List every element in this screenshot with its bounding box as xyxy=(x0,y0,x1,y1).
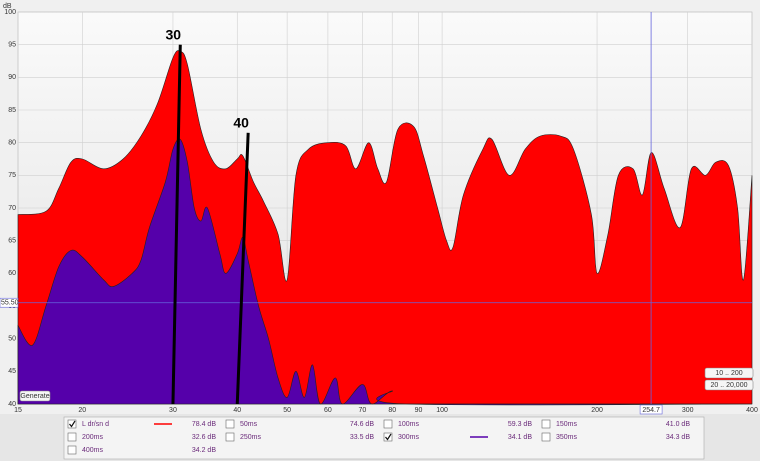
button-label[interactable]: 10 .. 200 xyxy=(715,370,742,377)
y-tick-label: 70 xyxy=(8,205,16,212)
y-tick-label: 75 xyxy=(8,172,16,179)
x-tick-label: 60 xyxy=(324,407,332,414)
button[interactable] xyxy=(704,379,754,391)
check-mark xyxy=(69,420,76,428)
checkbox[interactable] xyxy=(67,432,77,442)
legend-reading: 74.6 dB xyxy=(350,421,374,428)
legend-reading: 34.3 dB xyxy=(666,434,690,441)
legend-reading: 34.1 dB xyxy=(508,434,532,441)
cursor-x-label: 254.7 xyxy=(642,407,660,414)
legend-reading: 59.3 dB xyxy=(508,421,532,428)
cursor-y-label: 55.50 xyxy=(1,300,19,307)
x-tick-label: 15 xyxy=(14,407,22,414)
check-mark xyxy=(385,433,392,441)
legend-name: 350ms xyxy=(556,434,578,441)
checkbox[interactable] xyxy=(67,419,77,429)
legend-name: 300ms xyxy=(398,434,420,441)
annotation-label: 30 xyxy=(165,26,181,42)
x-tick-label: 30 xyxy=(169,407,177,414)
checkbox[interactable] xyxy=(225,419,235,429)
x-tick-label: 20 xyxy=(78,407,86,414)
checkbox[interactable] xyxy=(383,419,393,429)
button-label[interactable]: Generate xyxy=(20,393,49,400)
y-axis-label: dB xyxy=(3,3,12,10)
area xyxy=(17,138,753,406)
y-tick-label: 85 xyxy=(8,107,16,114)
y-tick-label: 45 xyxy=(8,368,16,375)
y-tick-label: 50 xyxy=(8,336,16,343)
legend-name: 250ms xyxy=(240,434,262,441)
annotation-line xyxy=(235,132,250,405)
y-tick-label: 100 xyxy=(4,9,16,16)
x-tick-label: 200 xyxy=(591,407,603,414)
legend-reading: 32.6 dB xyxy=(192,434,216,441)
legend-name: 150ms xyxy=(556,421,578,428)
legend-reading: 33.5 dB xyxy=(350,434,374,441)
annotation-line xyxy=(171,44,182,405)
x-tick-label: 80 xyxy=(388,407,396,414)
y-tick-label: 95 xyxy=(8,42,16,49)
x-tick-label: 90 xyxy=(415,407,423,414)
annotation-label: 40 xyxy=(233,115,249,131)
button[interactable] xyxy=(19,390,51,402)
button[interactable] xyxy=(704,367,754,379)
checkbox[interactable] xyxy=(541,432,551,442)
y-tick-label: 80 xyxy=(8,140,16,147)
x-tick-label: 300 xyxy=(682,407,694,414)
legend-reading: 41.0 dB xyxy=(666,421,690,428)
checkbox[interactable] xyxy=(225,432,235,442)
cursor-x-box xyxy=(639,404,663,415)
legend-name: 100ms xyxy=(398,421,420,428)
y-tick-label: 40 xyxy=(8,401,16,408)
x-tick-label: 400 xyxy=(746,407,758,414)
x-tick-label: 100 xyxy=(436,407,448,414)
y-tick-label: 65 xyxy=(8,238,16,245)
legend-name: L dr/sn d xyxy=(82,421,109,428)
checkbox[interactable] xyxy=(541,419,551,429)
legend-reading: 34.2 dB xyxy=(192,447,216,454)
cursor-y-box xyxy=(0,297,19,308)
button-label[interactable]: 20 .. 20,000 xyxy=(711,382,748,389)
y-tick-label: 90 xyxy=(8,74,16,81)
legend-name: 200ms xyxy=(82,434,104,441)
checkbox[interactable] xyxy=(383,432,393,442)
legend-name: 400ms xyxy=(82,447,104,454)
y-tick-label: 60 xyxy=(8,270,16,277)
x-tick-label: 40 xyxy=(233,407,241,414)
x-tick-label: 50 xyxy=(283,407,291,414)
legend-reading: 78.4 dB xyxy=(192,421,216,428)
legend-name: 50ms xyxy=(240,421,258,428)
x-tick-label: 70 xyxy=(358,407,366,414)
checkbox[interactable] xyxy=(67,445,77,455)
